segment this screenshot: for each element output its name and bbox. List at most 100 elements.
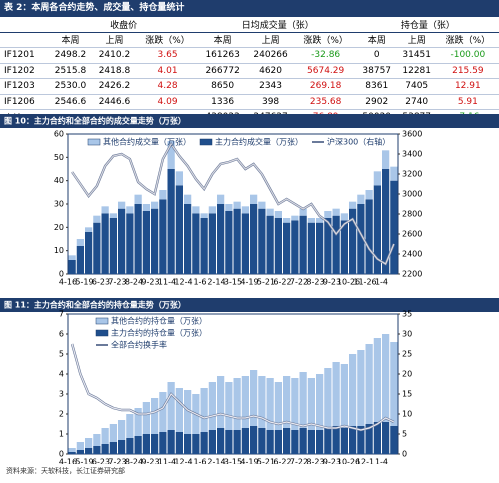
y2-tick-label: 25 [402, 350, 412, 359]
bar [316, 374, 324, 430]
bar [142, 434, 150, 454]
bar [101, 444, 109, 454]
bar [159, 432, 167, 454]
cell: 2515.8 [48, 63, 93, 79]
bar [167, 141, 175, 169]
x-tick-label: 9-23 [323, 458, 341, 465]
bar [291, 215, 299, 221]
legend-label: 其他合约的持仓量（万张） [111, 316, 207, 326]
bar [241, 428, 249, 454]
bar [217, 204, 225, 274]
bar [175, 432, 183, 454]
bar [258, 428, 266, 454]
bar [208, 430, 216, 454]
bar [349, 354, 357, 426]
bar [373, 422, 381, 454]
legend-swatch [95, 317, 109, 325]
bar [85, 438, 93, 448]
bar [349, 426, 357, 454]
bar [184, 194, 192, 204]
cell [0, 32, 49, 48]
sub-header: 本周 [198, 32, 247, 48]
sub-header: 上周 [92, 32, 137, 48]
charts: 图 10：主力合约和全部合约的成交量走势（万张）0102030405060220… [0, 114, 499, 465]
bar [258, 376, 266, 428]
bar [357, 194, 365, 204]
y2-tick-label: 15 [402, 390, 412, 399]
y-tick-label: 50 [54, 153, 64, 162]
bar [159, 392, 167, 432]
x-tick-label: 5-19 [75, 278, 93, 287]
bar [151, 208, 159, 274]
y-tick-label: 60 [54, 130, 64, 139]
bar [167, 382, 175, 430]
bar [274, 430, 282, 454]
table: 收盘价 日均成交量（张） 持仓量（张） 本周 上周 涨跌（%） 本周 上周 涨跌（%） 本周 上周涨… [0, 17, 499, 126]
cell: 269.18 [294, 78, 357, 95]
bar [233, 201, 241, 209]
bar [192, 213, 200, 274]
bar [217, 376, 225, 428]
cell: 240266 [246, 47, 295, 64]
x-tick-label: 3-15 [224, 458, 242, 465]
y2-tick-label: 2600 [402, 230, 422, 239]
sub-header: 本周 [356, 32, 397, 48]
x-tick-label: 4-16 [59, 278, 77, 287]
cell: 2530.0 [48, 78, 93, 95]
bar [233, 378, 241, 430]
bar [142, 204, 150, 211]
cell: -100.00 [436, 47, 499, 64]
bar [283, 376, 291, 428]
bar [217, 194, 225, 204]
row: IF1206 2546.6 2446.6 4.09 1336 398 235.68 2902 2… [0, 94, 499, 110]
x-tick-label: 2-14 [207, 278, 225, 287]
cell: 2498.2 [48, 47, 93, 64]
cell: 398 [246, 94, 295, 110]
bar [382, 169, 390, 274]
sub-header: 涨跌（%） [294, 32, 357, 48]
cell: 161263 [198, 47, 247, 64]
x-tick-label: 11-26 [353, 278, 376, 287]
bar [340, 364, 348, 428]
bar [324, 428, 332, 454]
bar [200, 388, 208, 432]
sub-header: 涨跌（%） [136, 32, 199, 48]
bar [76, 450, 84, 454]
bar [76, 239, 84, 246]
bar [208, 206, 216, 214]
bar [241, 376, 249, 428]
bar [250, 204, 258, 274]
bar [68, 255, 76, 260]
cell: 31451 [396, 47, 437, 64]
bar [167, 430, 175, 454]
bar [307, 218, 315, 223]
x-tick-label: 3-15 [224, 278, 242, 287]
bar [332, 426, 340, 454]
bar [349, 208, 357, 274]
x-tick-label: 11-4 [158, 458, 176, 465]
x-tick-label: 6-22 [273, 458, 291, 465]
bar [85, 227, 93, 232]
bar [109, 213, 117, 218]
bar [126, 438, 134, 454]
caption-bar [0, 298, 499, 312]
x-tick-label: 9-23 [141, 458, 159, 465]
group-header: 日均成交量（张） [198, 17, 357, 33]
cell: 4.09 [136, 94, 199, 110]
y-tick-label: 20 [54, 223, 64, 232]
bar [307, 378, 315, 430]
x-tick-label: 8-24 [125, 458, 143, 465]
line [71, 343, 395, 431]
bar [151, 201, 159, 209]
bar [200, 213, 208, 218]
y-tick-label: 0 [59, 450, 64, 459]
bar [217, 428, 225, 454]
y-tick-label: 2 [59, 410, 64, 419]
bar [93, 222, 101, 274]
y2-tick-label: 20 [402, 370, 412, 379]
bar [241, 213, 249, 274]
cell: 4620 [246, 63, 295, 79]
x-tick-label: 1-6 [193, 458, 206, 465]
bar [192, 434, 200, 454]
caption-bar [0, 114, 499, 128]
